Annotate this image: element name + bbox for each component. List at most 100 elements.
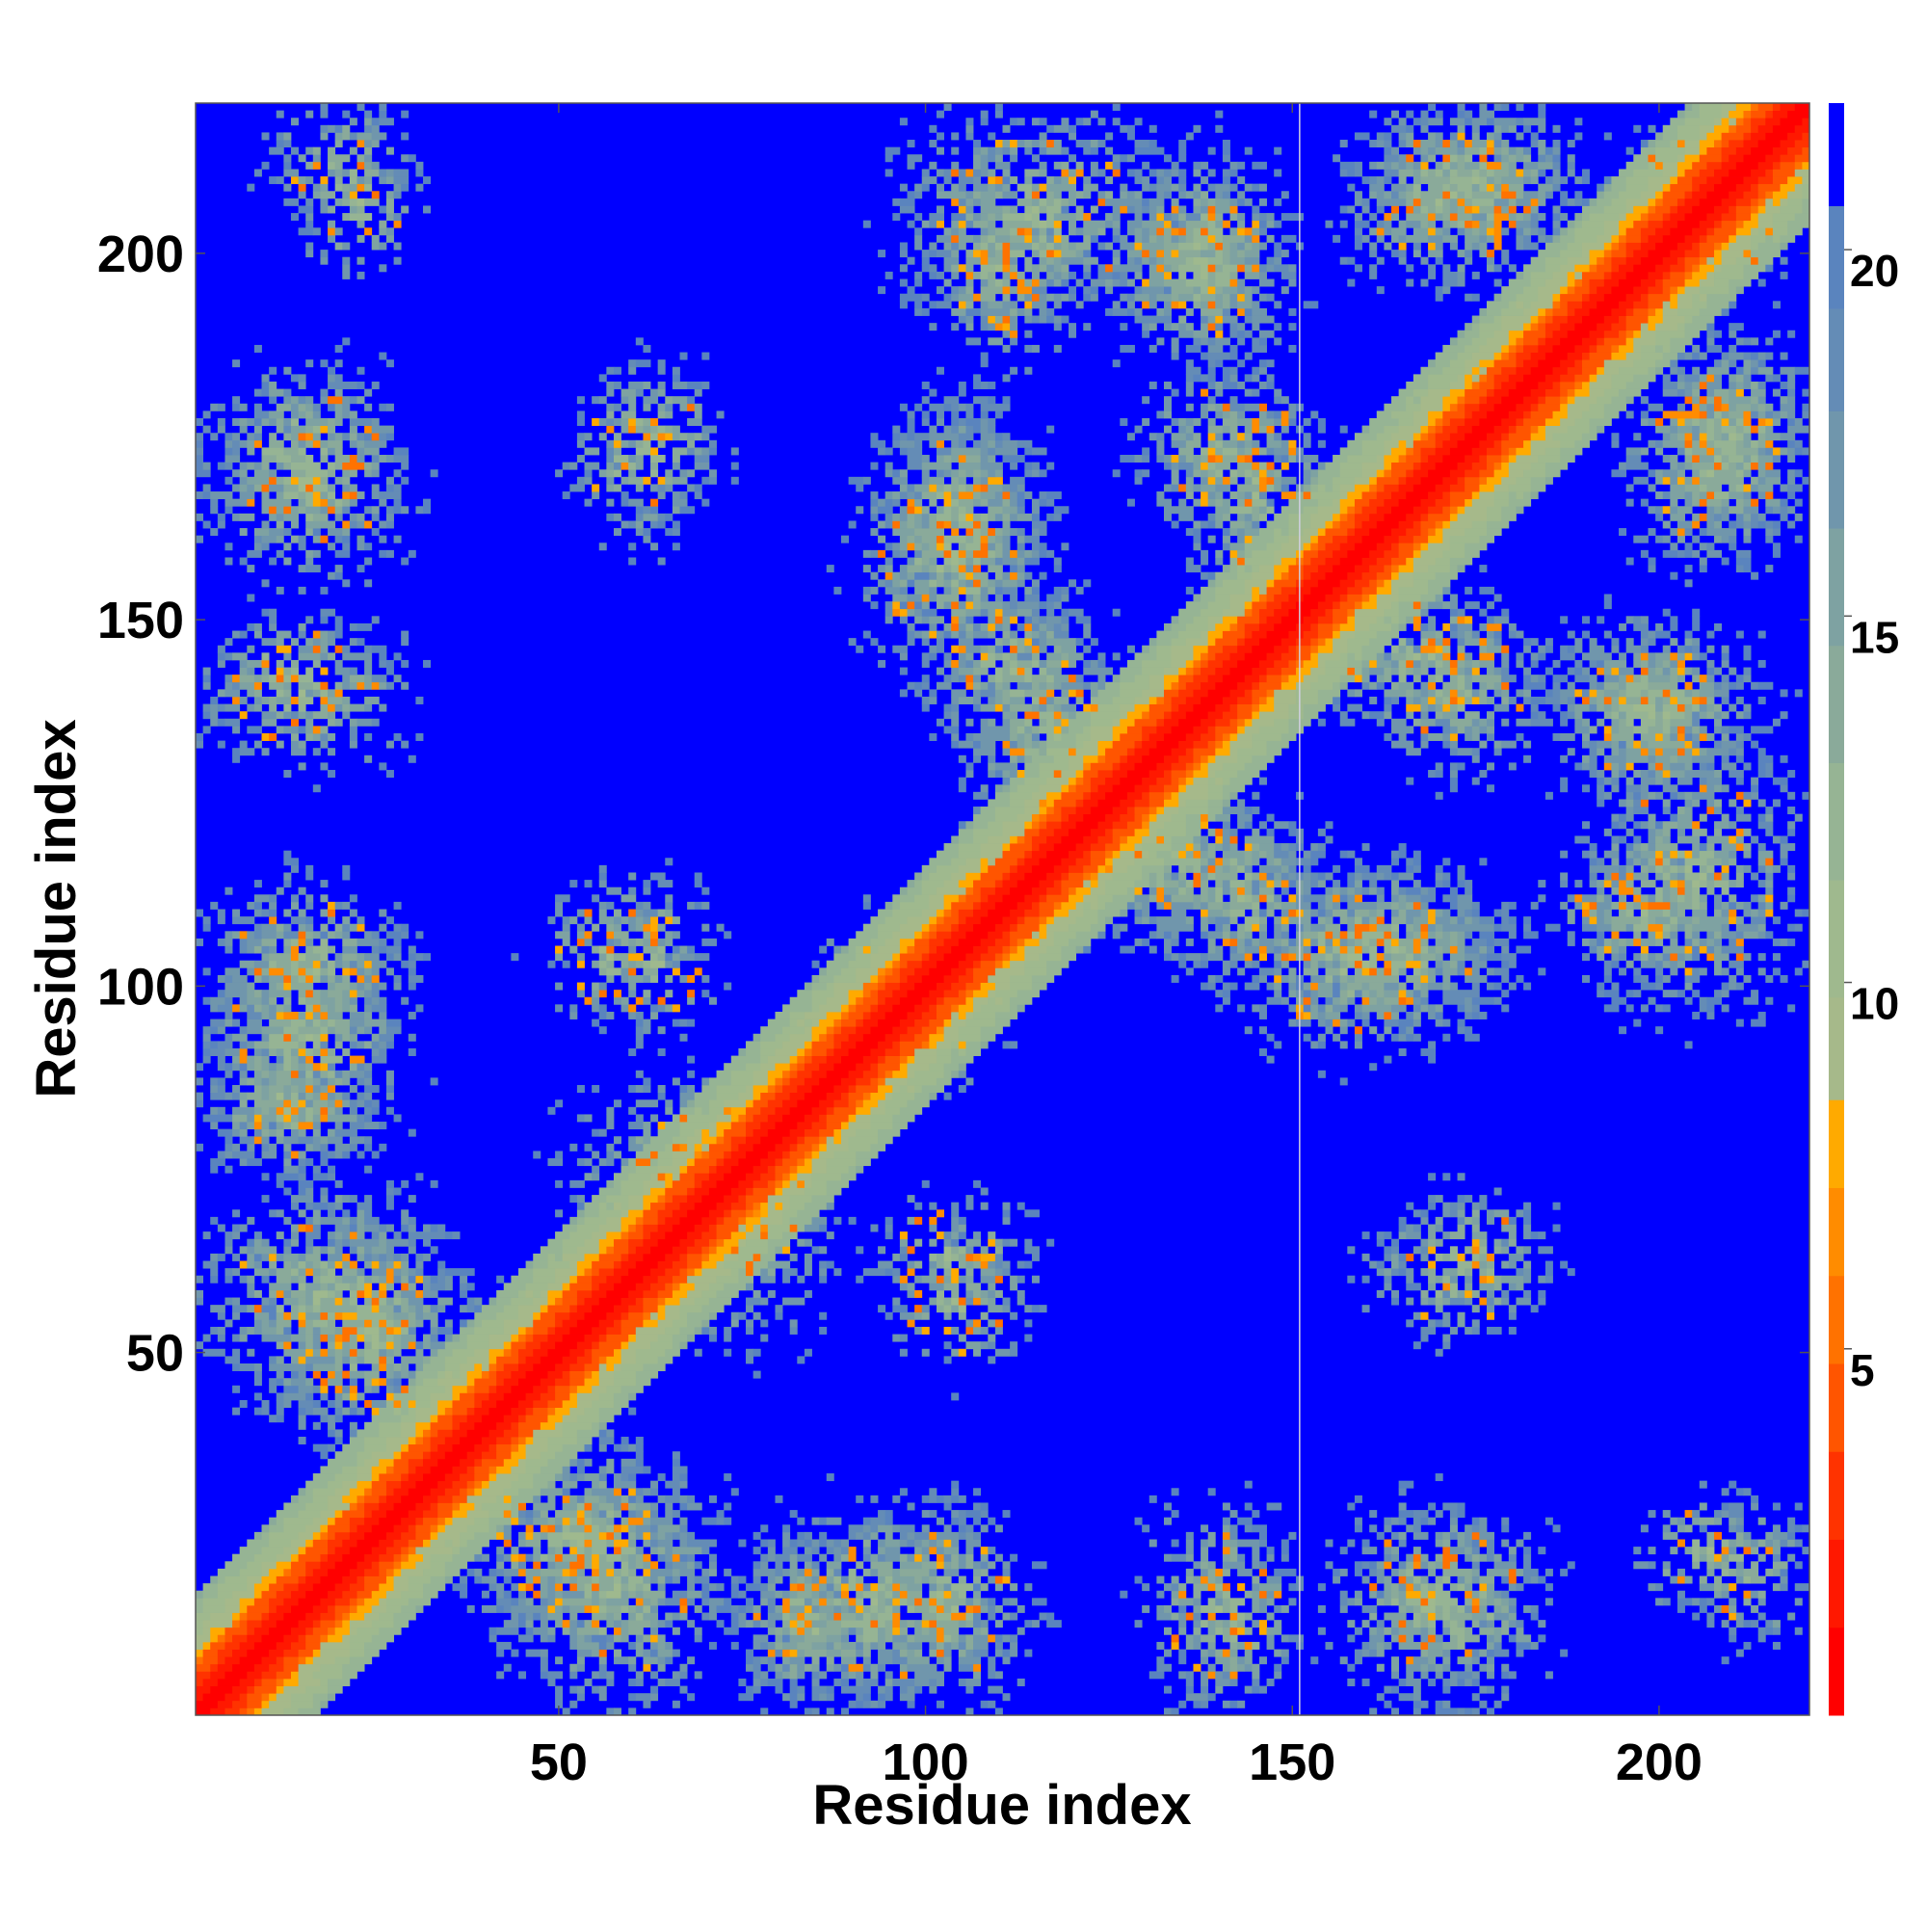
heatmap-cell xyxy=(701,1077,710,1086)
heatmap-cell xyxy=(826,1047,834,1056)
heatmap-cell xyxy=(430,1524,438,1533)
heatmap-cell xyxy=(1479,1685,1488,1694)
heatmap-cell xyxy=(752,1253,761,1261)
heatmap-cell xyxy=(1699,1502,1707,1511)
heatmap-cell xyxy=(1735,1524,1744,1533)
heatmap-cell xyxy=(973,1179,982,1188)
heatmap-cell xyxy=(437,1415,453,1423)
heatmap-cell xyxy=(650,1011,659,1019)
heatmap-cell xyxy=(569,1260,578,1269)
heatmap-cell xyxy=(202,1114,233,1123)
heatmap-cell xyxy=(437,1502,453,1511)
heatmap-cell xyxy=(379,1378,387,1387)
heatmap-cell xyxy=(562,1297,578,1306)
heatmap-cell xyxy=(385,1341,394,1350)
heatmap-cell xyxy=(994,1275,1003,1284)
heatmap-cell xyxy=(1465,1678,1473,1686)
heatmap-cell xyxy=(672,1575,680,1584)
heatmap-cell xyxy=(943,1524,952,1533)
heatmap-cell xyxy=(789,1634,805,1643)
heatmap-cell xyxy=(687,1495,696,1503)
heatmap-cell xyxy=(562,1627,570,1635)
heatmap-cell xyxy=(1406,1590,1421,1599)
heatmap-cell xyxy=(687,1590,702,1599)
heatmap-cell xyxy=(364,1400,373,1408)
heatmap-cell xyxy=(371,1055,387,1064)
heatmap-cell xyxy=(488,1510,505,1519)
heatmap-cell xyxy=(555,1297,564,1306)
heatmap-cell xyxy=(342,1348,351,1357)
heatmap-cell xyxy=(320,1011,329,1019)
heatmap-cell xyxy=(862,1033,886,1042)
heatmap-cell xyxy=(423,1568,446,1576)
heatmap-cell xyxy=(1406,1678,1421,1686)
heatmap-cell xyxy=(408,1407,416,1416)
heatmap-cell xyxy=(1002,1634,1011,1643)
heatmap-cell xyxy=(283,1063,292,1072)
heatmap-cell xyxy=(708,1604,717,1613)
heatmap-cell xyxy=(797,1179,805,1188)
heatmap-cell xyxy=(899,1663,908,1672)
heatmap-cell xyxy=(598,1026,607,1035)
heatmap-cell xyxy=(269,1363,306,1371)
heatmap-cell xyxy=(724,1173,747,1181)
heatmap-cell xyxy=(884,1547,901,1555)
heatmap-cell xyxy=(1501,1539,1510,1548)
heatmap-cell xyxy=(334,1246,343,1255)
heatmap-cell xyxy=(606,1246,615,1255)
heatmap-cell xyxy=(884,1231,893,1240)
heatmap-cell xyxy=(679,1341,688,1350)
heatmap-cell xyxy=(415,1311,424,1320)
heatmap-cell xyxy=(819,1598,828,1606)
heatmap-cell xyxy=(760,1319,769,1328)
heatmap-cell xyxy=(269,1311,277,1320)
heatmap-cell xyxy=(408,1231,446,1240)
heatmap-cell xyxy=(283,1085,292,1094)
heatmap-cell xyxy=(1479,1253,1488,1261)
heatmap-cell xyxy=(385,1238,409,1247)
heatmap-cell xyxy=(1361,1231,1370,1240)
heatmap-cell xyxy=(958,1026,982,1035)
heatmap-cell xyxy=(643,1195,659,1204)
heatmap-cell xyxy=(1384,1246,1392,1255)
heatmap-cell xyxy=(1428,1620,1437,1628)
heatmap-cell xyxy=(298,1209,306,1218)
heatmap-cell xyxy=(811,1158,828,1167)
heatmap-cell xyxy=(708,1583,717,1592)
heatmap-cell xyxy=(775,1085,783,1094)
heatmap-cell xyxy=(833,1047,850,1056)
heatmap-cell xyxy=(276,1092,284,1100)
heatmap-cell xyxy=(907,1195,915,1204)
heatmap-cell xyxy=(973,1289,982,1298)
heatmap-cell xyxy=(848,1070,864,1078)
heatmap-cell xyxy=(1406,1231,1421,1240)
heatmap-cell xyxy=(687,1693,696,1702)
heatmap-cell xyxy=(247,1055,255,1064)
heatmap-cell xyxy=(1266,1033,1275,1042)
heatmap-cell xyxy=(708,1598,725,1606)
heatmap-cell xyxy=(334,1070,343,1078)
heatmap-cell xyxy=(401,1517,416,1525)
heatmap-cell xyxy=(290,1063,299,1072)
heatmap-cell xyxy=(364,1319,373,1328)
heatmap-cell xyxy=(635,1693,651,1702)
heatmap-cell xyxy=(298,1400,314,1408)
heatmap-cell xyxy=(371,1400,387,1408)
heatmap-cell xyxy=(592,1620,600,1628)
heatmap-cell xyxy=(958,1524,966,1533)
heatmap-cell xyxy=(1471,1707,1480,1716)
heatmap-cell xyxy=(385,1568,394,1576)
heatmap-cell xyxy=(628,1568,637,1576)
heatmap-cell xyxy=(606,1326,621,1335)
heatmap-cell xyxy=(1201,1547,1209,1555)
heatmap-cell xyxy=(841,1583,850,1592)
heatmap-cell xyxy=(1487,1598,1495,1606)
heatmap-cell xyxy=(312,1106,321,1115)
heatmap-cell xyxy=(474,1319,483,1328)
heatmap-cell xyxy=(555,1510,578,1519)
heatmap-cell xyxy=(899,1253,908,1261)
heatmap-cell xyxy=(767,1231,783,1240)
heatmap-cell xyxy=(1237,1627,1246,1635)
heatmap-cell xyxy=(856,1575,864,1584)
heatmap-cell xyxy=(1479,1268,1488,1277)
